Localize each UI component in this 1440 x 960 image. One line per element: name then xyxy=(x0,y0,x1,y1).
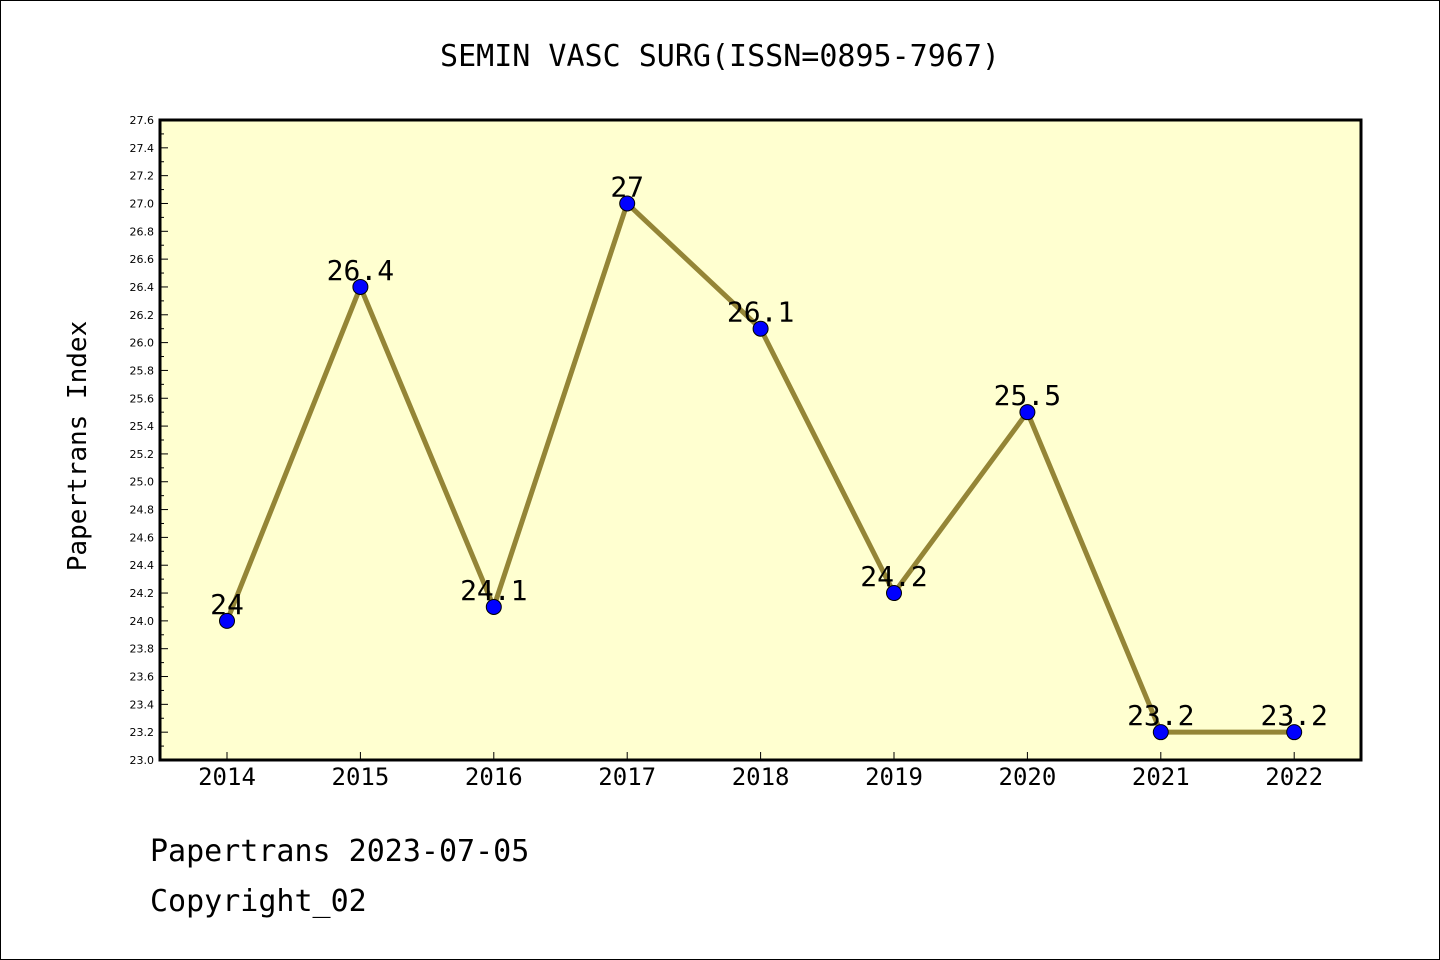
data-point-marker xyxy=(886,585,902,602)
data-label: 25.5 xyxy=(994,379,1061,412)
chart-title: SEMIN VASC SURG(ISSN=0895-7967) xyxy=(440,39,1000,74)
series-line-segment xyxy=(1024,409,1164,735)
y-tick-label: 25.0 xyxy=(130,476,155,489)
series-line-segment xyxy=(624,200,764,332)
data-label: 24.1 xyxy=(460,574,527,607)
x-tick-label: 2019 xyxy=(865,763,923,791)
y-tick-label: 25.4 xyxy=(130,420,155,433)
x-tick-label: 2020 xyxy=(999,763,1057,791)
x-axis: 2014 2015 2016 2017 2018 2019 2020 2021 2022 xyxy=(198,752,1323,791)
y-tick-label: 26.6 xyxy=(130,253,155,266)
y-tick-label: 27.0 xyxy=(130,197,155,210)
y-tick-label: 23.0 xyxy=(130,754,155,767)
y-tick-label: 24.4 xyxy=(130,559,155,572)
data-label: 26.1 xyxy=(727,296,794,329)
data-point-marker xyxy=(752,320,769,337)
y-tick-label: 25.2 xyxy=(130,448,155,461)
series-line-segment xyxy=(224,284,363,624)
data-point-marker xyxy=(1152,724,1169,741)
y-tick-label: 24.0 xyxy=(130,615,155,628)
data-point-marker xyxy=(485,598,502,615)
y-tick-label: 24.2 xyxy=(130,587,155,600)
y-tick-label: 23.2 xyxy=(130,726,155,739)
y-tick-label: 25.6 xyxy=(130,392,155,405)
footer-date-line: Papertrans 2023-07-05 xyxy=(150,834,530,869)
y-tick-label: 25.8 xyxy=(130,364,155,377)
series-line-group xyxy=(224,200,1297,735)
y-tick-label: 23.4 xyxy=(130,698,155,711)
data-label: 23.2 xyxy=(1127,699,1194,732)
y-tick-label: 27.4 xyxy=(130,142,155,155)
y-tick-label: 24.8 xyxy=(130,504,155,517)
y-tick-label: 23.6 xyxy=(130,671,155,684)
y-tick-label: 24.6 xyxy=(130,531,155,544)
x-tick-label: 2015 xyxy=(332,763,390,791)
data-label: 24.2 xyxy=(860,560,927,593)
series-line-segment xyxy=(758,326,897,596)
series-line-segment xyxy=(357,284,497,610)
series-line-segment xyxy=(891,409,1030,596)
data-point-marker xyxy=(619,195,636,212)
y-tick-label: 26.2 xyxy=(130,309,155,322)
x-tick-label: 2016 xyxy=(465,763,523,791)
data-label: 24 xyxy=(210,588,244,621)
data-label: 27 xyxy=(610,170,644,203)
data-point-marker xyxy=(1286,724,1303,741)
x-tick-label: 2017 xyxy=(598,763,656,791)
x-tick-label: 2022 xyxy=(1265,763,1323,791)
x-tick-label: 2018 xyxy=(732,763,790,791)
y-tick-label: 27.6 xyxy=(130,114,155,127)
series-line-segment xyxy=(491,200,630,610)
series-markers xyxy=(219,195,1303,741)
y-tick-label: 26.4 xyxy=(130,281,155,294)
footer-copyright: Copyright_02 xyxy=(150,884,367,919)
data-labels: 24 26.4 24.1 27 26.1 24.2 25.5 23.2 23.2 xyxy=(210,170,1328,732)
data-point-marker xyxy=(352,278,369,295)
data-point-marker xyxy=(219,612,235,629)
x-tick-label: 2021 xyxy=(1132,763,1190,791)
data-label: 23.2 xyxy=(1260,699,1327,732)
plot-area xyxy=(158,118,1363,762)
y-tick-label: 27.2 xyxy=(130,170,155,183)
x-tick-label: 2014 xyxy=(198,763,256,791)
data-label: 26.4 xyxy=(327,254,394,287)
y-axis-label: Papertrans Index xyxy=(63,321,93,571)
y-tick-label: 26.0 xyxy=(130,337,155,350)
y-axis: 23.0 23.2 23.4 23.6 23.8 24.0 24.2 24.4 24.6 24.8… xyxy=(130,114,168,767)
y-tick-label: 26.8 xyxy=(130,225,155,238)
y-tick-label: 23.8 xyxy=(130,643,155,656)
data-point-marker xyxy=(1019,404,1036,421)
